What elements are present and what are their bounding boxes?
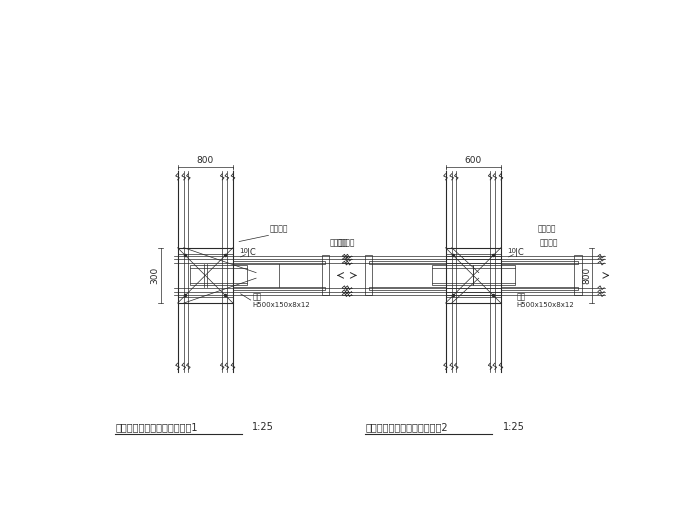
Text: 竖向钢筋: 竖向钢筋 <box>329 238 348 247</box>
Bar <box>446 248 501 303</box>
Text: |C: |C <box>247 248 255 257</box>
Bar <box>365 255 372 296</box>
Text: 1:25: 1:25 <box>253 422 274 432</box>
Text: 600: 600 <box>464 156 482 165</box>
Text: |C: |C <box>515 248 524 257</box>
Text: H500x150x8x12: H500x150x8x12 <box>253 302 310 308</box>
Text: 竖向钢筋: 竖向钢筋 <box>270 225 289 234</box>
Text: 10: 10 <box>239 248 248 254</box>
Bar <box>190 265 247 268</box>
Text: 1:25: 1:25 <box>502 422 525 432</box>
Bar <box>190 283 247 286</box>
Bar <box>233 287 325 290</box>
Bar <box>369 287 446 290</box>
Bar <box>178 248 233 303</box>
Text: 钢梁: 钢梁 <box>253 292 262 301</box>
Text: 矩形箍筋: 矩形箍筋 <box>538 225 556 234</box>
Text: 型钢柱与梁连接节点配筋构造1: 型钢柱与梁连接节点配筋构造1 <box>115 422 198 432</box>
Bar <box>432 283 473 286</box>
Text: 钢梁: 钢梁 <box>516 292 526 301</box>
Bar <box>322 255 329 296</box>
Bar <box>501 287 578 290</box>
Text: 800: 800 <box>197 156 214 165</box>
Text: 矩形箍筋: 矩形箍筋 <box>337 238 356 247</box>
Bar <box>574 255 582 296</box>
Bar <box>369 261 446 264</box>
Text: 300: 300 <box>151 267 160 284</box>
Bar <box>501 261 578 264</box>
Text: 10: 10 <box>507 248 516 254</box>
Bar <box>233 261 325 264</box>
Bar <box>432 265 473 268</box>
Text: H500x150x8x12: H500x150x8x12 <box>516 302 574 308</box>
Text: 竖向钢筋: 竖向钢筋 <box>540 238 558 247</box>
Bar <box>473 265 515 268</box>
Bar <box>473 283 515 286</box>
Text: 型钢柱与梁连接节点配筋构造2: 型钢柱与梁连接节点配筋构造2 <box>365 422 448 432</box>
Text: 800: 800 <box>582 267 591 284</box>
